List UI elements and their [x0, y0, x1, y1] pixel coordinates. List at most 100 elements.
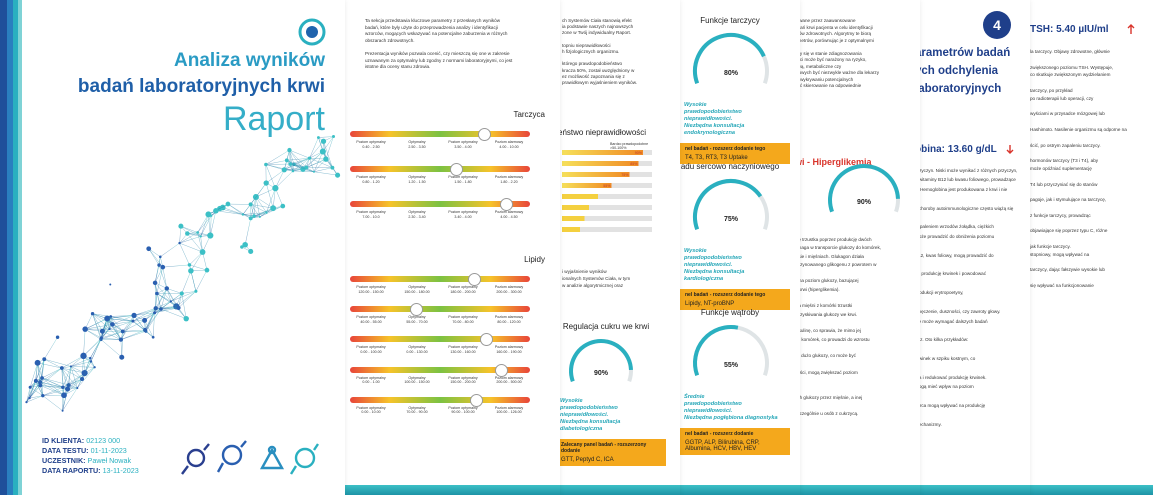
network-node	[248, 248, 254, 255]
text-line: hormonów tarczycy (T3 i T4), aby	[1030, 158, 1099, 164]
range-cell-label: Poziom optymalny	[356, 175, 386, 180]
range-cell-label: Poziom alarmowy	[494, 375, 524, 380]
network-node	[104, 315, 110, 322]
text-line: może prowadzić do obniżenia poziomu	[915, 233, 995, 239]
text-line: Ta sekcja przedstawia kluczowe parametry…	[365, 18, 501, 23]
network-link	[81, 361, 92, 380]
network-link	[250, 204, 267, 213]
network-node	[120, 329, 125, 334]
range-cell-range: 90.00 - 100.00	[451, 410, 475, 415]
range-cell-label: Poziom optymalny	[356, 345, 386, 350]
text-line: Niezbędna konsultacja	[560, 419, 621, 425]
network-link	[179, 226, 182, 244]
network-link	[208, 214, 211, 236]
text-line: nieprawidłowości.	[684, 116, 733, 123]
range-cell-range: 2.50 - 3.50	[408, 144, 426, 149]
network-node	[38, 383, 43, 388]
title-line: Analiza wyników	[174, 50, 325, 71]
range-section: Lipidy Poziom optymalny 120.00 - 150.00 Opt…	[345, 255, 545, 427]
network-link	[275, 170, 294, 189]
range-cell-range: 0.00 - 10.00	[361, 410, 381, 415]
network-link	[154, 288, 168, 313]
text-line: i wyjaśnienie wyników	[562, 269, 607, 274]
text-line: adań krwi pacjenta w celu identyfikacji	[795, 24, 873, 30]
text-line	[1030, 56, 1127, 64]
text-line: topniu nieprawidłowości	[562, 42, 611, 48]
panel-title: nel badań - rozszerz dodanie	[685, 431, 754, 438]
hemoglobin-value: obina: 13.60 g/dL	[915, 144, 997, 155]
network-link	[83, 337, 102, 356]
arrow-up	[1127, 24, 1135, 34]
network-node	[118, 337, 124, 342]
range-cell: Optymalny 55.00 - 70.00	[396, 315, 438, 324]
network-node	[258, 215, 261, 218]
network-link	[255, 196, 261, 217]
network-link	[101, 331, 123, 339]
text-line: się trzustka poprzez produkcję dwóch	[795, 237, 872, 242]
network-link	[134, 312, 155, 316]
text-line	[915, 411, 1017, 420]
network-node	[55, 335, 60, 339]
text-line	[915, 326, 1017, 335]
gauge-card: Funkcje tarczycy 80% Wysokie prawdopodobień…	[680, 16, 790, 165]
network-node	[61, 409, 64, 412]
network-node	[319, 148, 326, 155]
gauge-label: 90%	[594, 370, 609, 377]
range-cell: Poziom optymalny 0.00 - 1.00	[350, 376, 392, 385]
network-link	[61, 367, 69, 386]
gauge-text: Średnie prawdopodobieństwo nieprawidłowośc…	[684, 394, 790, 422]
network-link	[187, 233, 211, 236]
text-line: może opóźniać suplementację	[1030, 165, 1092, 171]
network-link	[122, 329, 146, 332]
panel-title: Zalecany panel badań - rozszerzony dodan…	[561, 442, 647, 454]
network-node	[146, 246, 152, 252]
text-line: badań, które były użyte do przeprowadzen…	[365, 24, 498, 30]
network-link	[202, 251, 208, 271]
network-link	[325, 136, 334, 160]
range-cell: Poziom optymalny 40.00 - 55.00	[350, 315, 392, 324]
range-cells: Poziom optymalny 0.40 - 2.50 Optymalny 2.50…	[350, 140, 530, 149]
text-line: ma i redukować produkcję krwinek.	[915, 374, 987, 380]
network-node	[34, 359, 41, 366]
network-node	[108, 327, 111, 331]
text-line: ia podstawie naszych najnowszych	[562, 24, 634, 30]
network-link	[156, 267, 163, 294]
network-link	[92, 313, 113, 325]
network-link	[37, 362, 62, 369]
text-line: stowych być niezwykle ważne dla lekarzy	[795, 70, 879, 75]
network-node	[272, 185, 279, 192]
range-cell-label: Optymalny	[408, 345, 426, 350]
network-link	[152, 312, 155, 338]
range-cell-range: 70.00 - 90.00	[406, 410, 428, 415]
network-link	[156, 293, 172, 302]
network-node	[157, 263, 161, 267]
network-link	[179, 242, 203, 253]
network-link	[162, 267, 168, 289]
network-node	[335, 172, 341, 178]
network-link	[40, 367, 62, 383]
text-line: gazynowanego glikogenu z powrotem w	[795, 261, 877, 267]
panel-text: Lipidy, NT-proBNP	[685, 301, 735, 308]
text-line: mechanizmy.	[915, 421, 942, 427]
network-link	[289, 150, 295, 165]
range-cell-label: Poziom optymalny	[448, 285, 478, 289]
range-cell: Poziom alarmowy 4.00 - 10.00	[488, 140, 530, 149]
network-link	[110, 315, 135, 317]
text-line: e witaminy B12 lub kwasu foliowego, prow…	[915, 177, 1016, 183]
range-marker	[495, 363, 508, 377]
text-line: diabetologiczna	[560, 426, 603, 432]
network-node	[178, 241, 181, 245]
network-node	[332, 135, 335, 139]
network-link	[290, 163, 307, 168]
network-link	[61, 368, 63, 388]
network-node	[151, 335, 155, 339]
network-link	[106, 318, 123, 332]
bar-label: 85%	[630, 162, 638, 166]
network-link	[265, 149, 290, 165]
text-line	[795, 402, 881, 410]
network-node	[81, 369, 88, 377]
range-bar	[350, 276, 530, 282]
text-line: za dużo glukozy, co może być	[795, 353, 856, 359]
network-link	[313, 151, 324, 172]
panel-box: nel badań - rozszerz dodanie tego T4, T3,…	[680, 143, 790, 165]
